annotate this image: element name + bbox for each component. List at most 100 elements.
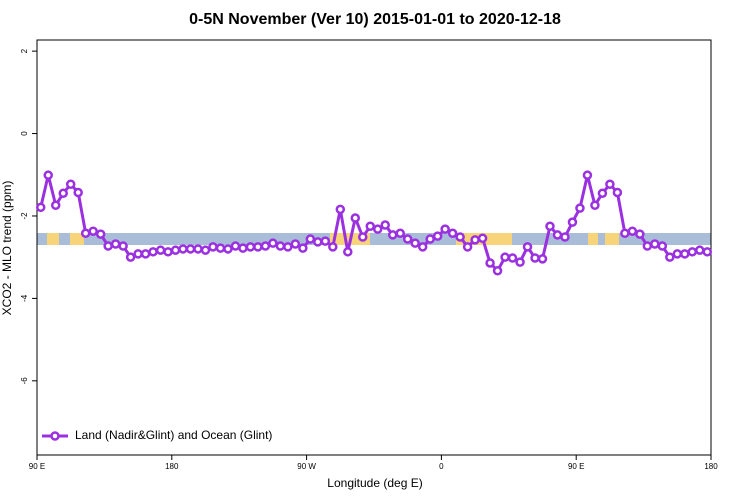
point [253, 242, 263, 252]
legend-marker [50, 431, 60, 441]
point [110, 239, 121, 249]
point [665, 252, 675, 262]
point [320, 236, 331, 246]
point [313, 237, 323, 247]
x-tick-label: 180 [704, 462, 718, 471]
point [447, 228, 458, 239]
point [627, 226, 638, 236]
point [178, 244, 188, 254]
point [208, 242, 218, 252]
point [477, 233, 488, 243]
y-tick-label: -4 [20, 294, 29, 302]
point [695, 245, 705, 255]
x-tick-label: 0 [439, 462, 444, 471]
y-tick-label: 0 [20, 131, 29, 136]
point [50, 200, 61, 211]
point [672, 249, 683, 259]
point [702, 247, 713, 257]
point [358, 232, 368, 242]
point [410, 238, 420, 248]
point [238, 243, 248, 253]
point [163, 247, 173, 257]
point [492, 266, 503, 276]
point [275, 241, 286, 251]
point [88, 226, 98, 236]
y-axis-label: XCO2 - MLO trend (ppm) [0, 181, 14, 316]
point [402, 234, 413, 244]
surface-band [37, 233, 711, 245]
point [125, 252, 136, 262]
point [687, 247, 698, 257]
point [395, 228, 405, 239]
x-tick-label: 90 E [29, 462, 45, 471]
point [530, 253, 540, 263]
land-patch [70, 233, 84, 245]
point [372, 224, 383, 234]
point [620, 228, 630, 239]
point [440, 224, 450, 234]
land-patch [605, 233, 619, 245]
point [567, 217, 578, 227]
point [80, 228, 91, 239]
point [290, 239, 301, 249]
point [223, 244, 233, 254]
legend-label: Land (Nadir&Glint) and Ocean (Glint) [75, 428, 272, 442]
ocean-band [37, 233, 711, 245]
point [328, 242, 338, 252]
point [343, 247, 353, 257]
point [642, 241, 653, 251]
point [575, 203, 585, 213]
plot-frame [36, 39, 712, 456]
point [597, 188, 608, 199]
chart-title: 0-5N November (Ver 10) 2015-01-01 to 202… [189, 11, 561, 28]
point [245, 242, 256, 252]
point [612, 187, 623, 198]
point [500, 252, 510, 262]
land-patch [588, 233, 598, 245]
point [140, 249, 151, 259]
y-tick-label: -2 [20, 212, 29, 220]
x-axis-label: Longitude (deg E) [327, 476, 422, 490]
point [230, 241, 241, 251]
point [605, 179, 615, 189]
point [118, 241, 128, 251]
point [380, 220, 390, 230]
point [170, 245, 181, 255]
y-tick-label: 2 [20, 48, 29, 53]
x-tick-label: 90 W [297, 462, 316, 471]
point [590, 200, 600, 211]
x-tick-label: 180 [165, 462, 179, 471]
point [470, 235, 480, 245]
land-patch [47, 233, 59, 245]
point [417, 242, 428, 252]
point [507, 253, 518, 263]
point [462, 242, 473, 252]
point [657, 241, 668, 251]
point [155, 245, 166, 255]
point [650, 239, 660, 249]
point [283, 242, 293, 252]
x-tick-label: 90 E [568, 462, 584, 471]
point [215, 243, 226, 253]
point [200, 245, 211, 255]
point [193, 244, 203, 254]
point [365, 221, 376, 232]
point [485, 258, 495, 268]
point [148, 247, 158, 257]
point [552, 230, 563, 240]
point [432, 231, 443, 241]
point [537, 254, 548, 264]
point [680, 249, 690, 259]
point [455, 232, 465, 242]
point [58, 188, 68, 199]
point [560, 232, 570, 242]
y-tick-label: -6 [20, 377, 29, 385]
point [545, 221, 555, 232]
point [350, 213, 361, 223]
point [133, 249, 143, 259]
point [103, 241, 113, 251]
point [515, 257, 525, 267]
point [73, 187, 83, 198]
point [260, 241, 271, 251]
